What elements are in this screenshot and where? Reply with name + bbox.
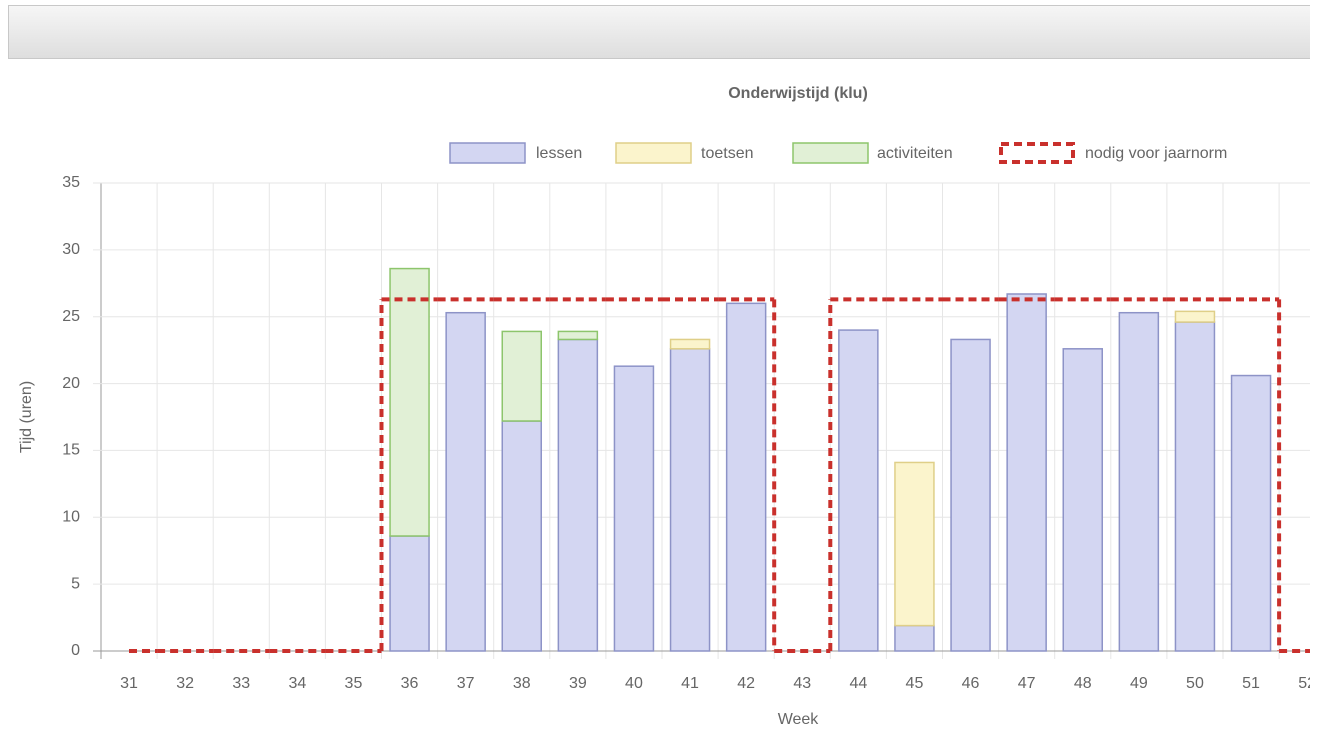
y-tick-label: 0 xyxy=(71,642,80,659)
x-tick-label: 47 xyxy=(1018,675,1036,692)
y-tick-label: 25 xyxy=(62,308,80,325)
legend-swatch xyxy=(792,142,869,164)
legend-label: lessen xyxy=(536,145,582,162)
bar xyxy=(1174,321,1216,652)
y-tick-label: 5 xyxy=(71,575,80,592)
x-tick-label: 40 xyxy=(625,675,643,692)
x-tick-label: 38 xyxy=(513,675,531,692)
top-bar xyxy=(8,5,1310,59)
chart-title: Onderwijstijd (klu) xyxy=(728,85,868,102)
legend-swatch xyxy=(615,142,692,164)
x-tick-label: 43 xyxy=(793,675,811,692)
y-tick-label: 15 xyxy=(62,442,80,459)
x-tick-label: 42 xyxy=(737,675,755,692)
bar xyxy=(1062,348,1103,652)
bar xyxy=(445,311,486,652)
y-tick-label: 20 xyxy=(62,375,80,392)
x-tick-label: 51 xyxy=(1242,675,1260,692)
legend-swatch xyxy=(999,142,1075,164)
bar xyxy=(725,302,767,652)
x-tick-label: 52 xyxy=(1298,675,1316,692)
x-tick-label: 49 xyxy=(1130,675,1148,692)
bar xyxy=(613,365,655,652)
x-tick-label: 31 xyxy=(120,675,138,692)
bar xyxy=(1174,310,1216,323)
x-tick-label: 48 xyxy=(1074,675,1092,692)
x-axis-label: Week xyxy=(778,711,820,728)
legend-swatch xyxy=(449,142,526,164)
x-tick-label: 39 xyxy=(569,675,587,692)
x-tick-label: 34 xyxy=(288,675,306,692)
bar xyxy=(894,461,935,627)
bar xyxy=(501,330,542,422)
x-tick-label: 46 xyxy=(962,675,980,692)
bar xyxy=(1118,311,1160,652)
legend-label: activiteiten xyxy=(877,145,953,162)
legend-label: nodig voor jaarnorm xyxy=(1085,145,1227,162)
bar xyxy=(950,338,991,652)
bar xyxy=(501,420,542,652)
x-tick-label: 44 xyxy=(849,675,867,692)
x-tick-label: 50 xyxy=(1186,675,1204,692)
bar xyxy=(894,624,935,652)
bar xyxy=(1230,374,1272,652)
x-tick-label: 37 xyxy=(457,675,475,692)
bar xyxy=(557,338,599,652)
x-tick-label: 36 xyxy=(401,675,419,692)
x-tick-label: 45 xyxy=(906,675,924,692)
x-tick-label: 35 xyxy=(345,675,363,692)
bar xyxy=(669,338,711,350)
bar xyxy=(389,267,430,537)
legend-label: toetsen xyxy=(701,145,753,162)
y-tick-label: 35 xyxy=(62,174,80,191)
bar xyxy=(838,329,879,652)
y-axis-label: Tijd (uren) xyxy=(18,381,35,453)
bar xyxy=(389,535,430,652)
plot: 31 32 33 34 35 36 37 38 39 40 41 42 43 44 45 46 47 48 49 50… xyxy=(93,182,1316,692)
y-tick-label: 10 xyxy=(62,509,80,526)
x-tick-label: 41 xyxy=(681,675,699,692)
x-tick-label: 33 xyxy=(232,675,250,692)
bar xyxy=(669,348,711,652)
bar xyxy=(1006,293,1047,652)
x-tick-label: 32 xyxy=(176,675,194,692)
y-tick-label: 30 xyxy=(62,241,80,258)
bar xyxy=(557,330,599,341)
